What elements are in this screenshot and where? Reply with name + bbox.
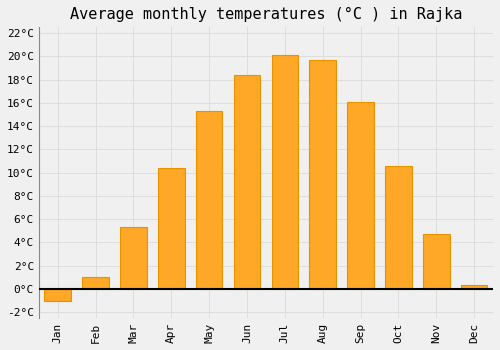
Bar <box>310 60 336 289</box>
Bar <box>385 166 411 289</box>
Bar <box>158 168 184 289</box>
Bar <box>196 111 222 289</box>
Bar <box>234 75 260 289</box>
Bar <box>461 285 487 289</box>
Bar <box>348 102 374 289</box>
Bar <box>120 227 146 289</box>
Bar <box>272 55 298 289</box>
Bar <box>82 277 109 289</box>
Bar <box>44 289 71 301</box>
Title: Average monthly temperatures (°C ) in Rajka: Average monthly temperatures (°C ) in Ra… <box>70 7 462 22</box>
Bar <box>423 234 450 289</box>
